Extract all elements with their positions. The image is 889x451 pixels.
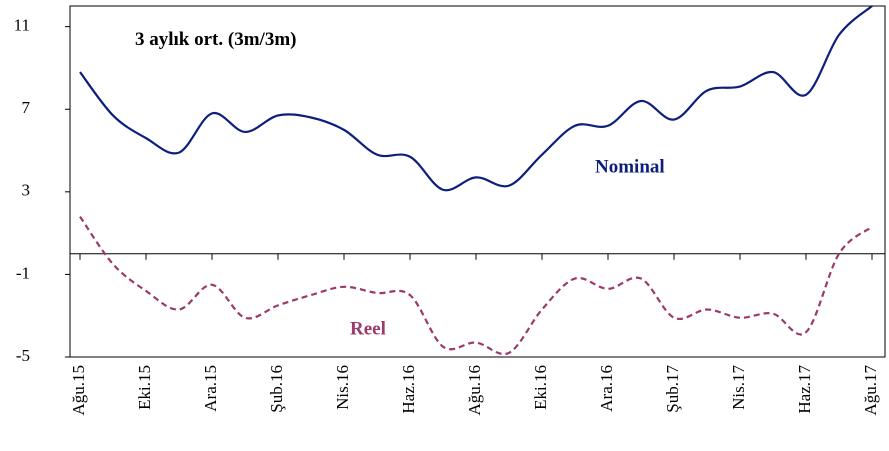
y-tick-label: 11 — [14, 16, 30, 35]
y-tick-label: 7 — [22, 98, 31, 117]
x-tick-label: Şub.17 — [663, 365, 682, 413]
y-tick-label: -5 — [16, 346, 30, 365]
x-tick-label: Haz.16 — [399, 365, 418, 414]
series-label: Nominal — [595, 156, 665, 177]
x-tick-label: Ağu.16 — [465, 365, 484, 416]
series-line — [79, 215, 873, 356]
y-tick-label: -1 — [16, 263, 30, 282]
x-tick-label: Ağu.15 — [69, 365, 88, 416]
y-tick-label: 3 — [22, 181, 31, 200]
x-tick-label: Haz.17 — [795, 365, 814, 414]
x-tick-label: Nis.16 — [333, 365, 352, 410]
x-tick-label: Eki.16 — [531, 365, 550, 410]
x-tick-label: Ara.16 — [597, 365, 616, 412]
x-tick-label: Nis.17 — [729, 365, 748, 410]
x-tick-label: Ağu.17 — [861, 365, 880, 416]
series-label: Reel — [350, 318, 386, 339]
plot-frame — [69, 5, 886, 358]
annotation: 3 aylık ort. (3m/3m) — [135, 29, 296, 50]
x-tick-label: Şub.16 — [267, 365, 286, 413]
x-tick-label: Ara.15 — [201, 365, 220, 412]
series-line — [79, 5, 873, 192]
x-tick-label: Eki.15 — [135, 365, 154, 410]
